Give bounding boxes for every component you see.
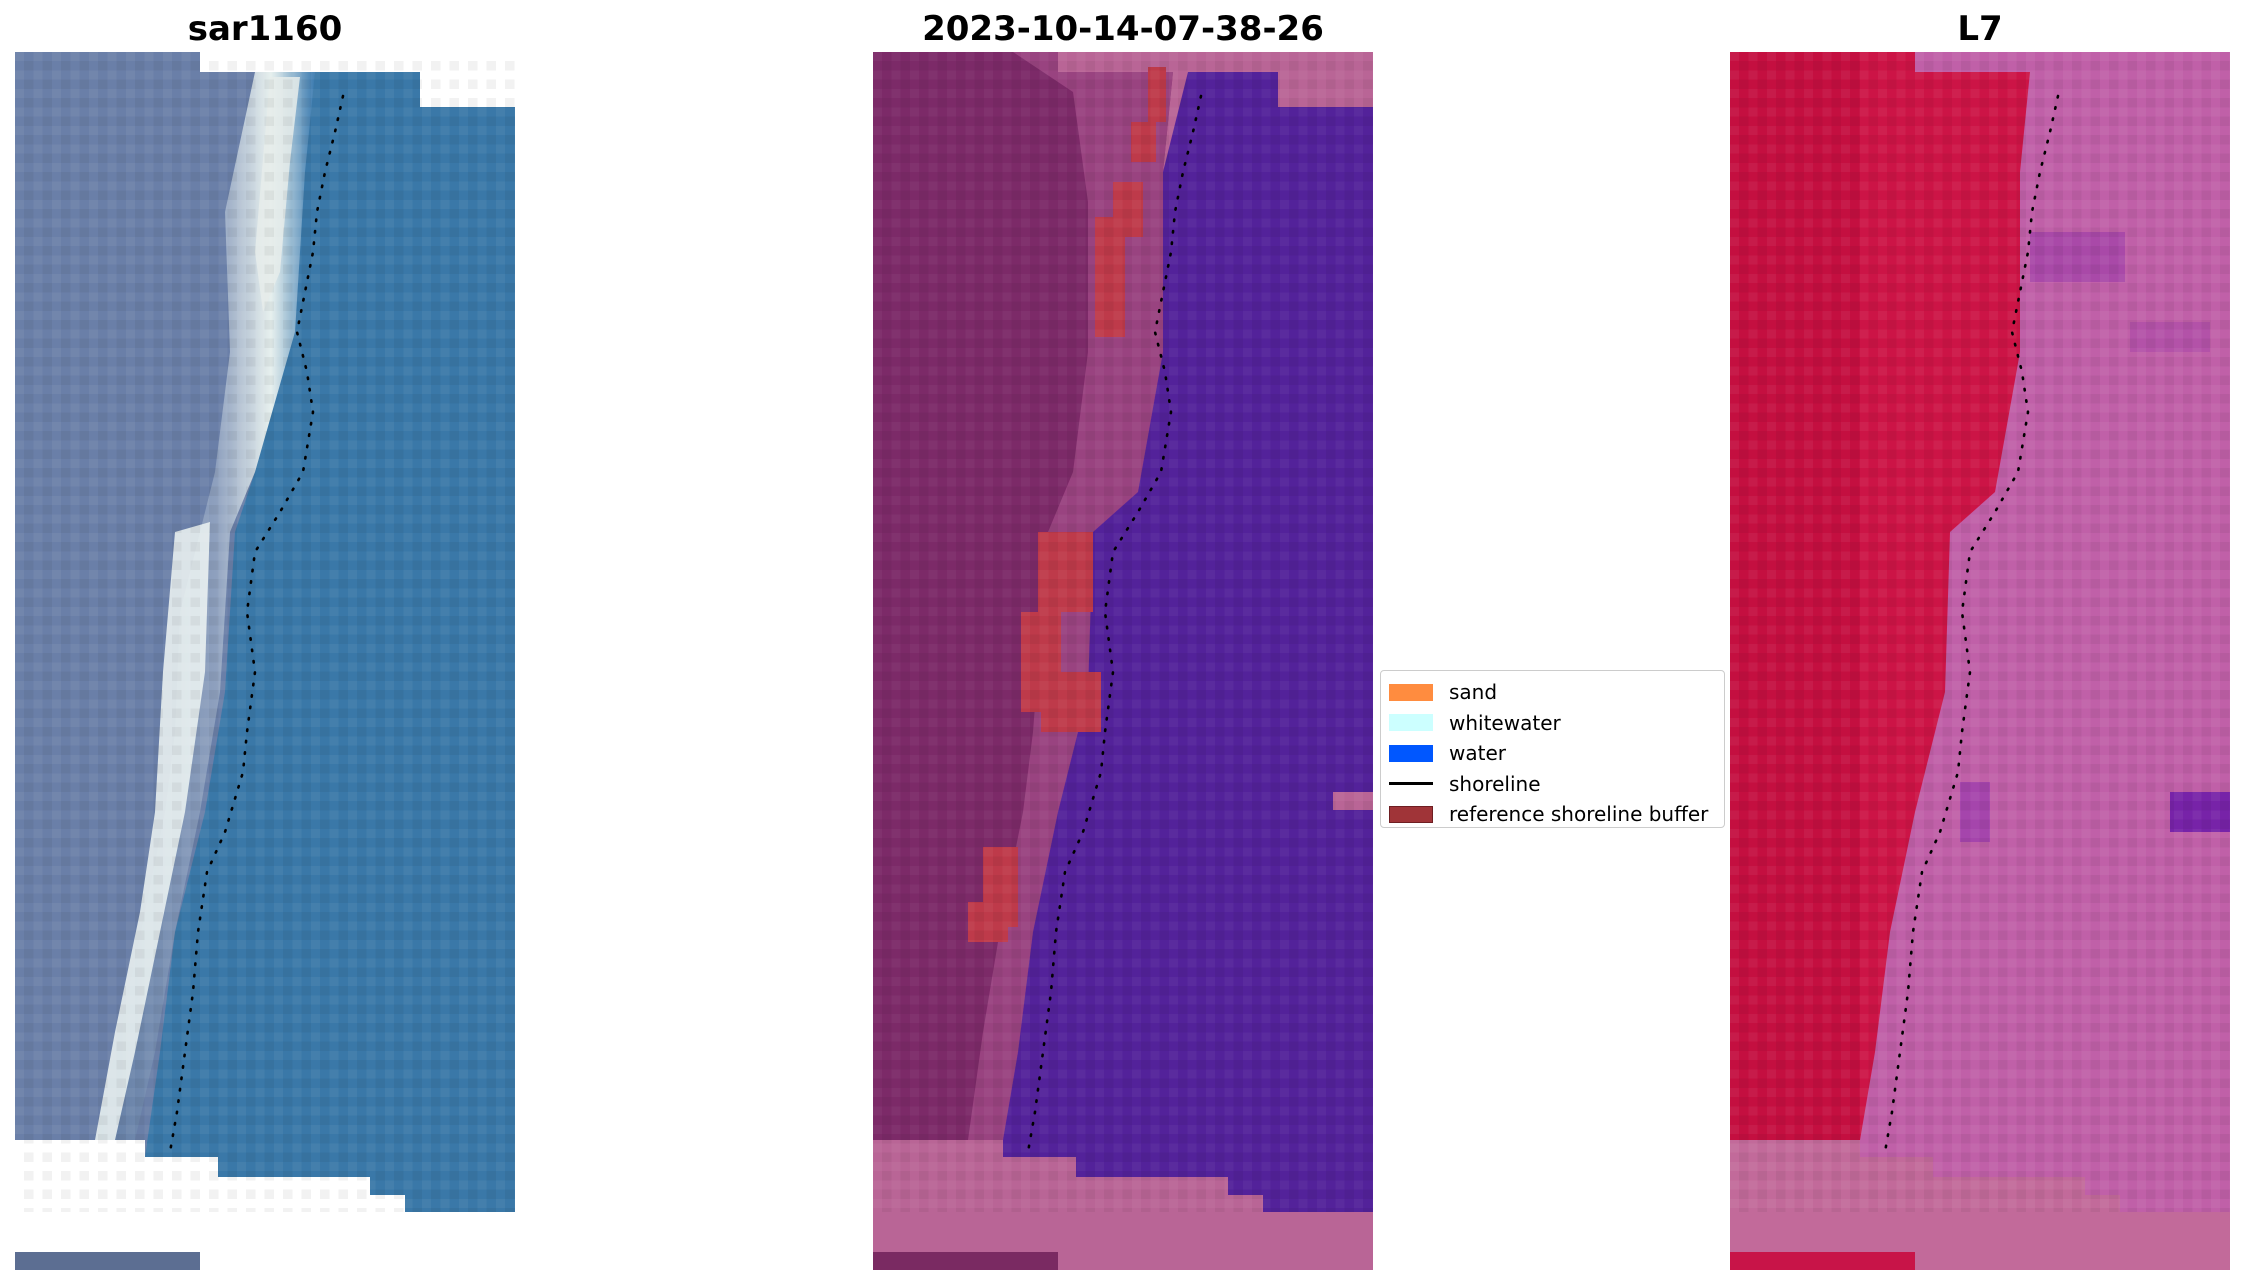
legend-label-shoreline: shoreline (1449, 771, 1541, 796)
panel-title-swir: L7 (1957, 9, 2003, 49)
legend-item-water: water (1389, 738, 1716, 769)
panel-title-rgb: sar1160 (187, 9, 343, 49)
legend-swatch-water (1389, 744, 1433, 762)
swir-image-panel (1730, 52, 2230, 1270)
legend-label-water: water (1449, 741, 1506, 766)
legend-item-reference-shoreline-buffer: reference shoreline buffer (1389, 799, 1716, 830)
legend-label-whitewater: whitewater (1449, 710, 1561, 735)
classified-image-panel (873, 52, 1373, 1270)
legend-label-reference-shoreline-buffer: reference shoreline buffer (1449, 802, 1709, 827)
rgb-image (15, 52, 515, 1270)
legend-item-shoreline: shoreline (1389, 769, 1716, 800)
legend-label-sand: sand (1449, 680, 1498, 705)
legend-item-whitewater: whitewater (1389, 708, 1716, 739)
legend-swatch-whitewater (1389, 714, 1433, 732)
panel-title-classified: 2023-10-14-07-38-26 (922, 9, 1324, 49)
rgb-image-panel (15, 52, 515, 1270)
legend-swatch-reference-shoreline-buffer (1389, 805, 1433, 823)
legend-item-sand: sand (1389, 677, 1716, 708)
classified-image (873, 52, 1373, 1270)
legend-swatch-sand (1389, 683, 1433, 701)
legend-swatch-shoreline (1389, 782, 1433, 786)
swir-image (1730, 52, 2230, 1270)
legend: sand whitewater water shoreline referenc… (1380, 670, 1725, 828)
